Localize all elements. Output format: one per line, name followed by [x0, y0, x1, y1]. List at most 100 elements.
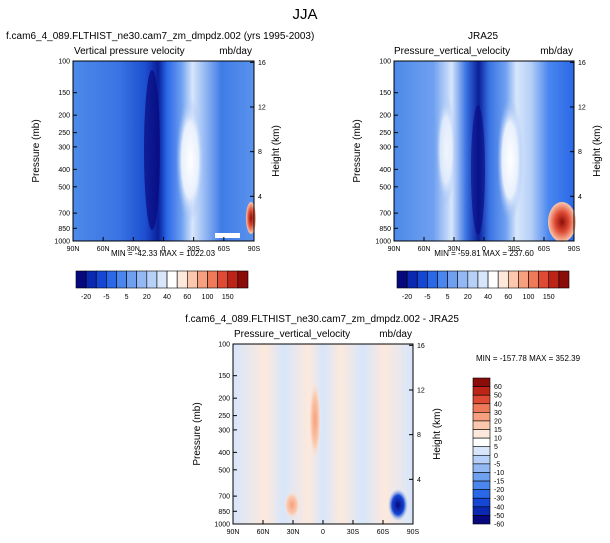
panel-obs-title: JRA25	[468, 31, 498, 42]
colorbar-obs-swatch	[497, 270, 509, 289]
panel-obs: JRA25 Pressure_vertical_velocity mb/day …	[352, 31, 603, 258]
panel-obs-minmax: MIN = -59.81 MAX = 237.60	[434, 249, 534, 258]
panel-model-ytick-label: 150	[58, 90, 70, 97]
colorbar-model: -20 -5 5 20 40 60 100 150	[75, 270, 249, 301]
colorbar-diff-swatch	[472, 386, 491, 396]
panel-model-ytick-label: 100	[58, 59, 70, 66]
panel-diff-ylabel: Pressure (mb)	[192, 402, 203, 465]
panel-model-xtick-label: 30N	[127, 246, 140, 253]
colorbar-obs-swatch	[507, 270, 519, 289]
colorbar-model-swatch	[217, 270, 229, 289]
colorbar-diff-label: 5	[494, 444, 498, 451]
panel-diff-xtick-label: 30S	[347, 529, 360, 536]
panel-model-ytick-label: 1000	[54, 239, 70, 246]
panel-diff-xtick-label: 30N	[287, 529, 300, 536]
colorbar-obs-swatch	[538, 270, 550, 289]
colorbar-obs-label: 150	[543, 294, 555, 301]
panel-obs-left-title: Pressure_vertical_velocity	[394, 46, 510, 57]
colorbar-diff-label: 60	[494, 384, 502, 391]
colorbar-obs-swatch	[457, 270, 469, 289]
colorbar-diff-label: -20	[494, 487, 504, 494]
colorbar-obs-label: 20	[464, 294, 472, 301]
colorbar-obs-label: 5	[446, 294, 450, 301]
colorbar-model-swatch	[75, 270, 87, 289]
panel-obs-ascent	[471, 105, 485, 235]
panel-obs-xtick-label: 90N	[388, 246, 401, 253]
colorbar-diff-label: 50	[494, 393, 502, 400]
panel-obs-xtick-label: 30N	[448, 246, 461, 253]
panel-obs-ytick-label: 700	[379, 211, 391, 218]
colorbar-model-label: 60	[183, 294, 191, 301]
panel-model-ytick-label: 250	[58, 130, 70, 137]
panel-model-xtick-label: 30S	[187, 246, 200, 253]
colorbar-obs: -20 -5 5 20 40 60 100 150	[396, 270, 570, 301]
colorbar-diff-swatch	[472, 489, 491, 499]
colorbar-diff-swatch	[472, 429, 491, 439]
colorbar-model-swatch	[126, 270, 138, 289]
panel-obs-ytick-right-label: 12	[578, 104, 586, 111]
colorbar-diff-label: 0	[494, 453, 498, 460]
colorbar-diff-swatch	[472, 446, 491, 456]
panel-diff-title: f.cam6_4_089.FLTHIST_ne30.cam7_zm_dmpdz.…	[185, 314, 459, 325]
panel-obs-ylabel-right: Height (km)	[592, 125, 603, 177]
colorbar-model-swatch	[176, 270, 188, 289]
panel-obs-ytick-label: 1000	[375, 239, 391, 246]
colorbar-diff-swatch	[472, 480, 491, 490]
panel-obs-ytick-right-label: 4	[578, 194, 582, 201]
panel-diff-ytick-label: 500	[218, 467, 230, 474]
colorbar-diff-swatch	[472, 506, 491, 516]
colorbar-obs-label: -5	[424, 294, 430, 301]
panel-diff-peach-core	[309, 380, 321, 460]
colorbar-obs-swatch	[467, 270, 479, 289]
panel-model-minmax: MIN = -42.33 MAX = 1022.03	[111, 249, 216, 258]
panel-model-xtick-label: 60S	[218, 246, 231, 253]
colorbar-model-swatch	[116, 270, 127, 289]
panel-obs-ytick-label: 200	[379, 113, 391, 120]
colorbar-diff-label: -50	[494, 513, 504, 520]
colorbar-model-swatch	[237, 270, 249, 289]
panel-model-ytick-right-label: 12	[258, 104, 266, 111]
colorbar-model-swatch	[136, 270, 148, 289]
colorbar-diff-label: 20	[494, 418, 502, 425]
panel-obs-xtick-label: 60S	[538, 246, 551, 253]
panel-model-ytick-right-label: 8	[258, 149, 262, 156]
panel-model-ylabel: Pressure (mb)	[31, 119, 42, 182]
panel-diff-lower-peach	[284, 491, 300, 519]
colorbar-model-swatch	[106, 270, 117, 289]
panel-model-white-patch	[215, 233, 240, 238]
colorbar-model-swatch	[227, 270, 239, 289]
panel-model-ytick-label: 850	[58, 226, 70, 233]
colorbar-diff-swatch	[472, 377, 491, 387]
page-title: JJA	[292, 6, 317, 23]
colorbar-obs-swatch	[487, 270, 499, 289]
panel-diff-ytick-label: 300	[218, 427, 230, 434]
panel-model-ytick-right-label: 16	[258, 60, 266, 67]
panel-model: f.cam6_4_089.FLTHIST_ne30.cam7_zm_dmpdz.…	[6, 31, 314, 258]
colorbar-diff-label: 30	[494, 410, 502, 417]
colorbar-diff-label: -40	[494, 504, 504, 511]
colorbar-diff-label: -5	[494, 461, 500, 468]
panel-diff-ytick-label: 150	[218, 373, 230, 380]
panel-model-xtick-label: 0	[162, 246, 166, 253]
panel-obs-ytick-label: 500	[379, 184, 391, 191]
panel-diff-xtick-label: 90N	[227, 529, 240, 536]
colorbar-diff-label: -60	[494, 522, 504, 529]
panel-model-xtick-label: 60N	[97, 246, 110, 253]
panel-obs-xtick-label: 0	[482, 246, 486, 253]
panel-obs-xtick-label: 60N	[418, 246, 431, 253]
panel-diff-left-title: Pressure_vertical_velocity	[234, 329, 350, 340]
panel-obs-nh-subsidence	[436, 95, 456, 205]
colorbar-diff-swatch	[472, 497, 491, 508]
panel-obs-ylabel: Pressure (mb)	[352, 119, 363, 182]
panel-obs-xtick-label: 30S	[508, 246, 521, 253]
colorbar-obs-swatch	[406, 270, 418, 289]
colorbar-obs-label: 60	[504, 294, 512, 301]
panel-diff-dark-spot	[388, 489, 408, 521]
colorbar-model-swatch	[156, 270, 168, 289]
colorbar-model-swatch	[146, 270, 158, 289]
panel-obs-ytick-label: 400	[379, 167, 391, 174]
panel-obs-units: mb/day	[540, 46, 573, 57]
panel-diff-ytick-label: 850	[218, 509, 230, 516]
colorbar-model-label: 20	[143, 294, 151, 301]
